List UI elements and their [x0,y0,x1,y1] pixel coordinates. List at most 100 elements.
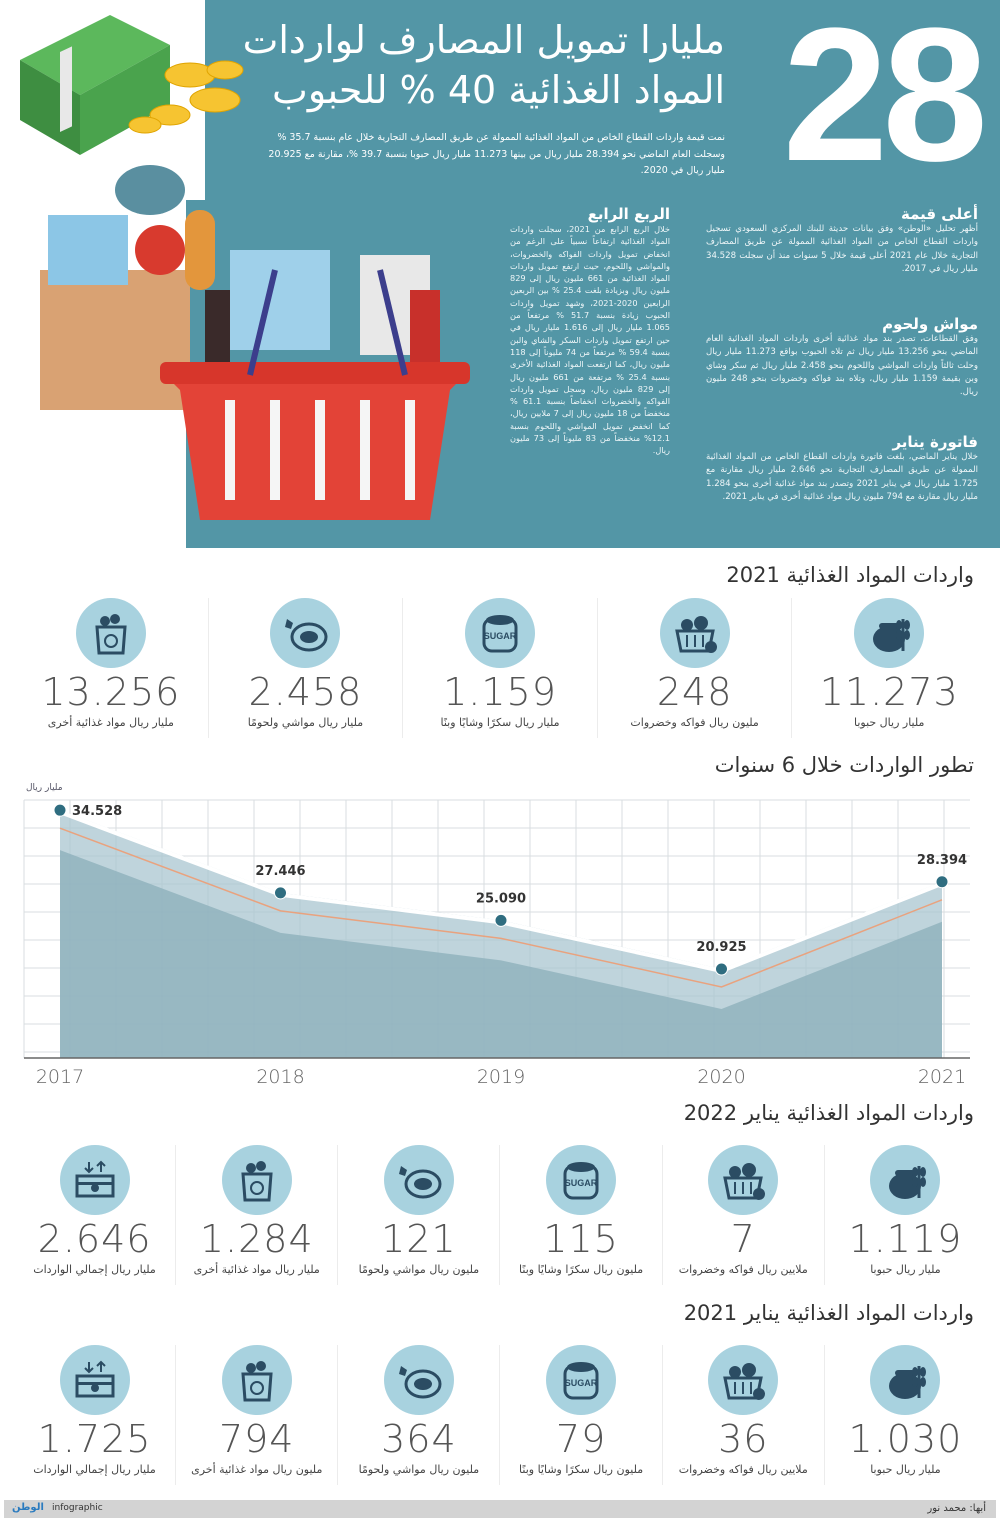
data-label: 25.090 [476,891,526,906]
meat-icon [383,1345,454,1415]
chart-title: تطور الواردات خلال 6 سنوات [714,753,974,777]
stat-value: 1.159 [443,670,557,714]
data-point-marker [53,803,67,817]
stat-value: 248 [656,670,733,714]
stat-value: 11.273 [819,670,959,714]
milk-box-icon [230,250,330,350]
groceries-illustration [20,15,470,520]
stat-value: 1.030 [848,1417,963,1461]
stat-label: مليار ريال سكرًا وشايًا وبنًا [440,715,560,729]
money-icon [59,1345,130,1415]
stat-label: ملايين ريال فواكه وخضروات [678,1462,808,1476]
section-highest-value: أعلى قيمة أظهر تحليل «الوطن» وفق بيانات … [706,205,978,276]
stat-item: SUGAR 1.159 مليار ريال سكرًا وشايًا وبنً… [402,598,597,738]
fruit-basket-icon [659,598,730,668]
sugar-label: SUGAR [565,1178,598,1188]
stat-item: SUGAR 115 مليون ريال سكرًا وشايًا وبنًا [499,1145,661,1285]
stat-value: 2.646 [37,1217,152,1261]
grain-sack-icon [870,1345,941,1415]
coins-icon [128,60,244,134]
headline-number: 28 [782,0,988,201]
section-heading: فاتورة يناير [892,433,978,451]
headline-line-1: مليارا تمويل المصارف لواردات [242,18,725,62]
meat-icon [270,598,341,668]
imports-jan-2022-title: واردات المواد الغذائية يناير 2022 [683,1101,974,1125]
x-tick-label: 2020 [697,1066,745,1088]
stat-value: 1.119 [848,1217,963,1261]
section-text: خلال يناير الماضي، بلغت فاتورة واردات ال… [706,452,978,502]
stat-value: 79 [555,1417,607,1461]
stat-value: 1.725 [37,1417,152,1461]
lead-text: نمت قيمة واردات القطاع الخاص من المواد ا… [268,132,725,177]
grocery-bag-icon [221,1345,292,1415]
stat-item: 7 ملايين ريال فواكه وخضروات [661,1145,824,1285]
imports-jan-2021-title: واردات المواد الغذائية يناير 2021 [683,1301,974,1325]
data-label: 34.528 [72,804,122,819]
stat-value: 13.256 [41,670,181,714]
stat-item: 11.273 مليار ريال حبوبا [791,598,986,738]
stat-label: مليار ريال حبوبا [870,1462,941,1476]
stat-value: 36 [718,1417,769,1461]
bread-icon [185,210,215,290]
stat-item: 364 مليون ريال مواشي ولحومًا [337,1345,499,1485]
fruit-basket-icon [708,1345,779,1415]
data-point-marker [274,886,287,900]
section-text: أظهر تحليل «الوطن» وفق بيانات حديثة للبن… [706,224,978,274]
stat-label: مليون ريال مواشي ولحومًا [358,1462,480,1476]
sugar-icon: SUGAR [546,1345,617,1415]
x-tick-label: 2019 [477,1066,525,1088]
stat-label: مليار ريال مواشي ولحومًا [247,715,364,729]
stat-value: 2.458 [248,670,363,714]
meat-icon [383,1145,454,1215]
money-icon [59,1145,130,1215]
stat-value: 794 [218,1417,295,1461]
stat-item: 1.119 مليار ريال حبوبا [823,1145,986,1285]
data-point-marker [935,875,949,889]
stat-label: مليون ريال مواشي ولحومًا [358,1262,480,1276]
data-label: 20.925 [696,940,746,955]
section-heading: الربع الرابع [587,205,670,223]
chart-inner-line [59,827,943,988]
headline-line-2: المواد الغذائية 40 % للحبوب [272,68,725,112]
brand-logo: الوطن [12,1502,44,1513]
ketchup-icon [410,290,440,370]
stat-label: مليار ريال إجمالي الواردات [33,1462,156,1476]
paper-bag-icon [40,270,190,410]
stat-item: 2.458 مليار ريال مواشي ولحومًا [207,598,403,738]
stat-label: مليار ريال حبوبا [853,715,925,729]
stat-item: 1.284 مليار ريال مواد غذائية أخرى [175,1145,337,1285]
stat-value: 7 [730,1217,756,1261]
section-january-bill: فاتورة يناير خلال يناير الماضي، بلغت فات… [706,433,978,504]
imports-2021-title: واردات المواد الغذائية 2021 [726,563,974,587]
stat-item: 248 مليون ريال فواكه وخضروات [596,598,792,738]
section-heading: مواش ولحوم [882,315,978,333]
stat-value: 1.284 [199,1217,314,1261]
milk-carton-icon [48,215,128,285]
chart-area-inner [60,850,942,1058]
fish-icon [115,165,185,215]
data-point-marker [715,962,728,976]
data-point-marker [494,913,508,927]
stat-item: 2.646 مليار ريال إجمالي الواردات [14,1145,175,1285]
section-text: وفق القطاعات، تصدر بند مواد غذائية أخرى … [706,334,978,398]
stat-label: مليار ريال إجمالي الواردات [33,1262,156,1276]
section-livestock: مواش ولحوم وفق القطاعات، تصدر بند مواد غ… [706,315,978,400]
sugar-label: SUGAR [484,631,517,641]
stat-item: 13.256 مليار ريال مواد غذائية أخرى [14,598,208,738]
data-label: 27.446 [255,864,305,879]
section-fourth-quarter: الربع الرابع خلال الربع الرابع من 2021، … [510,205,670,457]
imports-jan-2022-stats: 1.119 مليار ريال حبوبا 7 ملايين ريال فوا… [14,1145,986,1285]
stat-value: 121 [381,1217,457,1261]
imports-2021-stats: 11.273 مليار ريال حبوبا 248 مليون ريال ف… [14,598,986,738]
grain-sack-icon [854,598,925,668]
stat-label: مليون ريال سكرًا وشايًا وبنًا [519,1462,644,1476]
sugar-icon: SUGAR [465,598,536,668]
stat-item: SUGAR 79 مليون ريال سكرًا وشايًا وبنًا [499,1345,661,1485]
data-label: 28.394 [917,853,967,868]
x-tick-label: 2021 [918,1066,966,1088]
stat-label: ملايين ريال فواكه وخضروات [678,1262,808,1276]
fruit-basket-icon [708,1145,779,1215]
footer-bar: الوطن infographic أبها: محمد نور [4,1500,996,1518]
stat-item: 1.030 مليار ريال حبوبا [823,1345,986,1485]
stat-item: 794 مليون ريال مواد غذائية أخرى [175,1345,337,1485]
